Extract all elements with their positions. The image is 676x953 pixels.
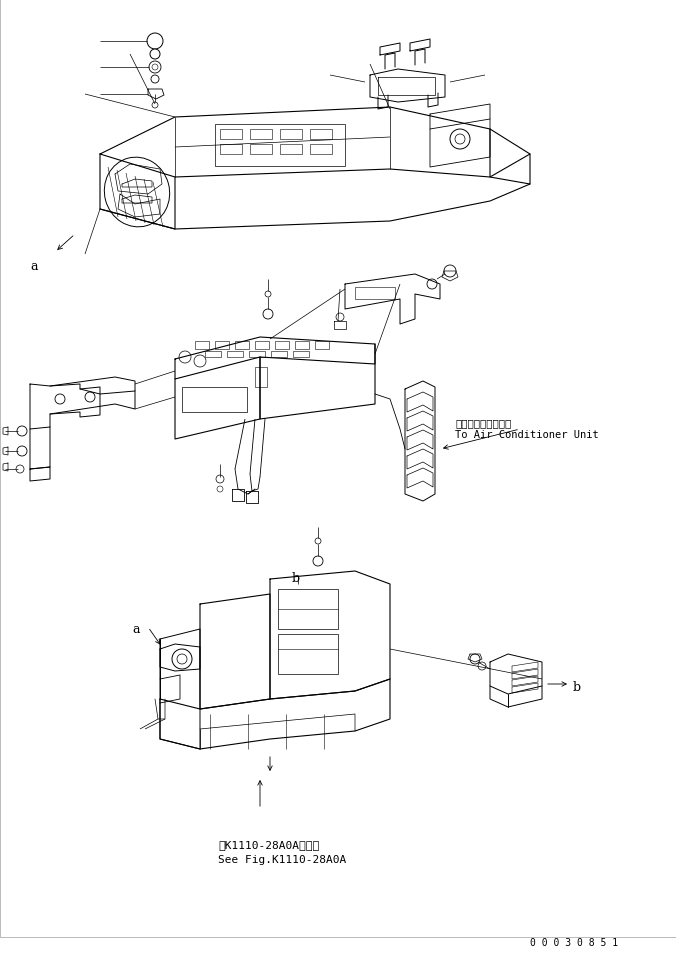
Bar: [295, 341, 309, 350]
Circle shape: [152, 65, 158, 71]
Bar: [280, 145, 302, 154]
Bar: [278, 635, 338, 675]
Circle shape: [427, 280, 437, 290]
Circle shape: [55, 395, 65, 405]
Bar: [215, 341, 229, 350]
Circle shape: [179, 352, 191, 364]
Text: To Air Conditioner Unit: To Air Conditioner Unit: [455, 430, 599, 439]
Circle shape: [151, 76, 159, 84]
Circle shape: [336, 314, 344, 322]
Bar: [275, 341, 289, 350]
Circle shape: [444, 266, 456, 277]
Circle shape: [194, 355, 206, 368]
Bar: [220, 145, 242, 154]
Text: 第K1110-28A0A図参照: 第K1110-28A0A図参照: [218, 840, 319, 849]
Bar: [310, 130, 332, 140]
Circle shape: [85, 393, 95, 402]
Bar: [250, 145, 272, 154]
Bar: [195, 341, 209, 350]
Text: See Fig.K1110-28A0A: See Fig.K1110-28A0A: [218, 854, 346, 864]
Bar: [205, 352, 221, 357]
Circle shape: [455, 135, 465, 145]
Circle shape: [315, 538, 321, 544]
Circle shape: [17, 447, 27, 456]
Circle shape: [149, 62, 161, 74]
Bar: [235, 341, 249, 350]
Circle shape: [147, 34, 163, 50]
Circle shape: [470, 655, 480, 664]
Circle shape: [152, 103, 158, 109]
Circle shape: [478, 662, 486, 670]
Text: b: b: [292, 572, 300, 584]
Text: 0 0 0 3 0 8 5 1: 0 0 0 3 0 8 5 1: [530, 937, 618, 947]
Ellipse shape: [104, 158, 170, 228]
Circle shape: [16, 465, 24, 474]
Bar: [227, 352, 243, 357]
Bar: [255, 341, 269, 350]
Circle shape: [217, 486, 223, 493]
Bar: [278, 589, 338, 629]
Circle shape: [450, 130, 470, 150]
Bar: [215, 125, 345, 167]
Bar: [280, 130, 302, 140]
Bar: [182, 388, 247, 413]
Bar: [355, 288, 395, 299]
Text: a: a: [132, 622, 139, 636]
Bar: [250, 130, 272, 140]
Text: b: b: [573, 680, 581, 693]
Circle shape: [150, 50, 160, 60]
Circle shape: [263, 310, 273, 319]
Bar: [310, 145, 332, 154]
Circle shape: [172, 649, 192, 669]
Bar: [220, 130, 242, 140]
Bar: [255, 368, 267, 388]
Bar: [271, 352, 287, 357]
Bar: [315, 341, 329, 350]
Bar: [249, 352, 265, 357]
Circle shape: [17, 427, 27, 436]
Circle shape: [177, 655, 187, 664]
Bar: [293, 352, 309, 357]
Circle shape: [265, 292, 271, 297]
Text: エアコンユニットへ: エアコンユニットへ: [455, 417, 511, 428]
Circle shape: [313, 557, 323, 566]
Text: a: a: [30, 260, 37, 273]
Circle shape: [216, 476, 224, 483]
